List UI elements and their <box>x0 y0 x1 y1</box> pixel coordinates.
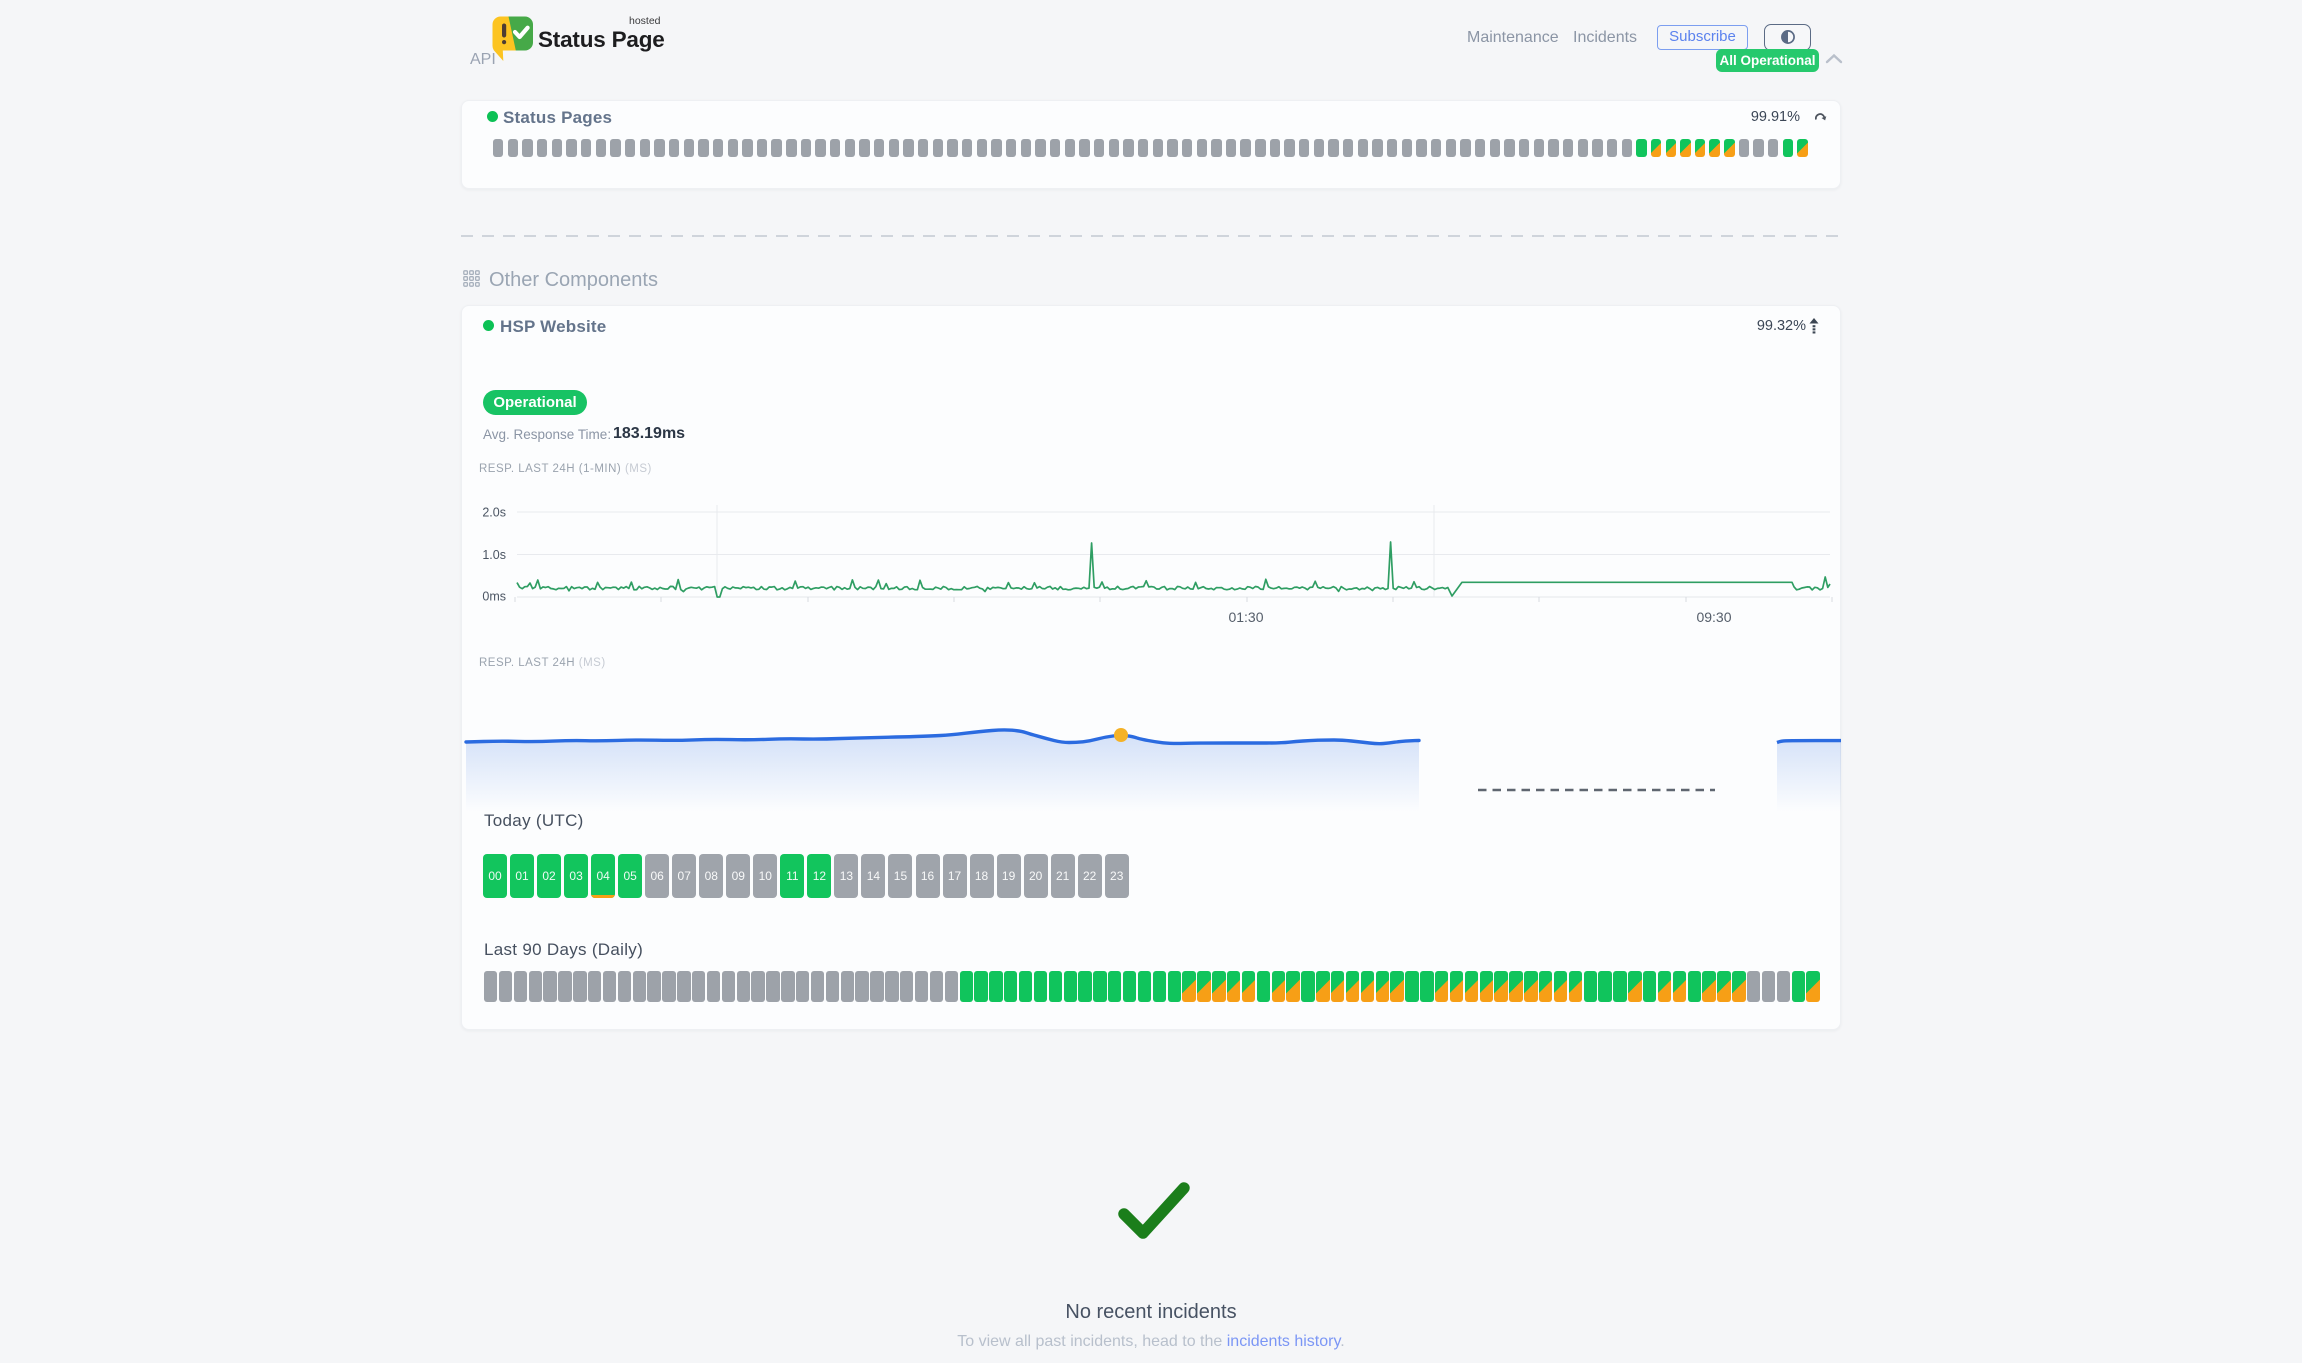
svg-text:1.0s: 1.0s <box>482 548 506 562</box>
svg-text:01:30: 01:30 <box>1228 609 1263 625</box>
svg-text:09:30: 09:30 <box>1696 609 1731 625</box>
svg-text:2.0s: 2.0s <box>482 506 506 520</box>
svg-text:0ms: 0ms <box>482 590 506 604</box>
